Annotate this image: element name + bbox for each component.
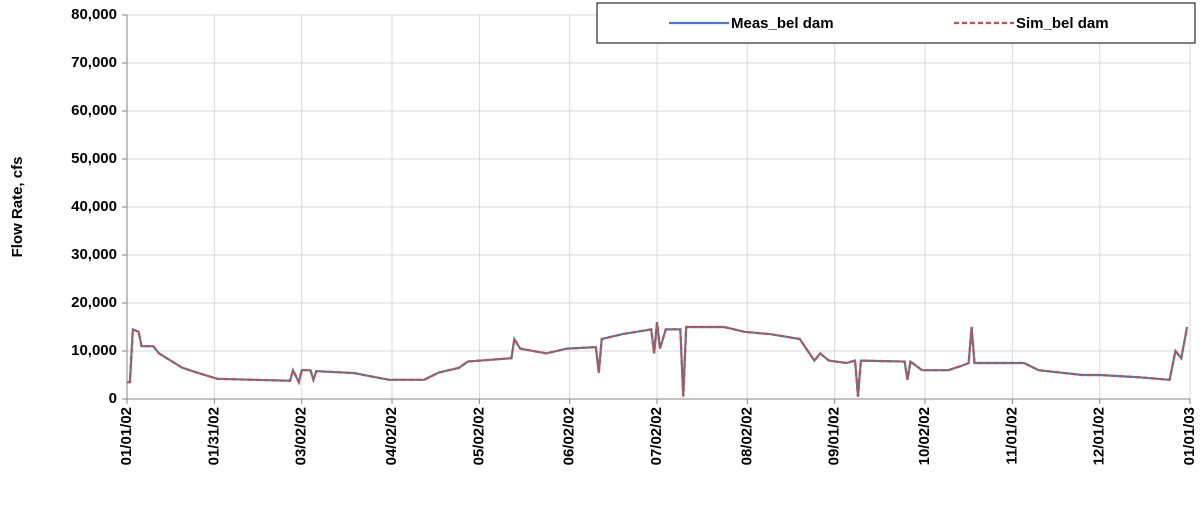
series-line <box>127 322 1189 397</box>
x-tick-label: 04/02/02 <box>383 407 400 465</box>
y-tick-label: 60,000 <box>71 102 117 119</box>
x-tick-label: 07/02/02 <box>648 407 665 465</box>
y-tick-label: 70,000 <box>71 54 117 71</box>
x-tick-label: 06/02/02 <box>561 407 578 465</box>
legend-label: Sim_bel dam <box>1016 15 1109 32</box>
x-tick-label: 03/02/02 <box>293 407 310 465</box>
legend-label: Meas_bel dam <box>731 15 834 32</box>
x-tick-label: 01/01/03 <box>1181 407 1198 465</box>
y-axis-title: Flow Rate, cfs <box>9 157 26 258</box>
legend: Meas_bel dam Sim_bel dam <box>596 2 1196 44</box>
y-tick-label: 10,000 <box>71 342 117 359</box>
x-tick-label: 10/02/02 <box>916 407 933 465</box>
y-tick-label: 50,000 <box>71 150 117 167</box>
y-tick-label: 0 <box>109 390 117 407</box>
x-tick-label: 09/01/02 <box>826 407 843 465</box>
x-tick-label: 05/02/02 <box>470 407 487 465</box>
y-tick-label: 20,000 <box>71 294 117 311</box>
y-tick-label: 40,000 <box>71 198 117 215</box>
x-tick-label: 01/01/02 <box>118 407 135 465</box>
x-tick-label: 08/02/02 <box>738 407 755 465</box>
y-tick-label: 30,000 <box>71 246 117 263</box>
y-tick-label: 80,000 <box>71 6 117 23</box>
x-tick-label: 01/31/02 <box>205 407 222 465</box>
x-tick-label: 11/01/02 <box>1003 407 1020 465</box>
x-tick-label: 12/01/02 <box>1091 407 1108 465</box>
